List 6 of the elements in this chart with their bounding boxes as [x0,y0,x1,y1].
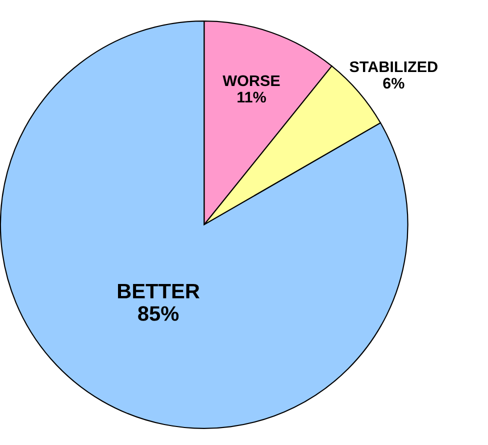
slice-label: BETTER [118,284,200,298]
slice-label: STABILIZED [350,61,438,72]
data-label: 6% [383,78,404,89]
slice-label: WORSE [222,75,280,86]
data-label: 11% [238,92,266,103]
data-label: 85% [138,306,179,321]
